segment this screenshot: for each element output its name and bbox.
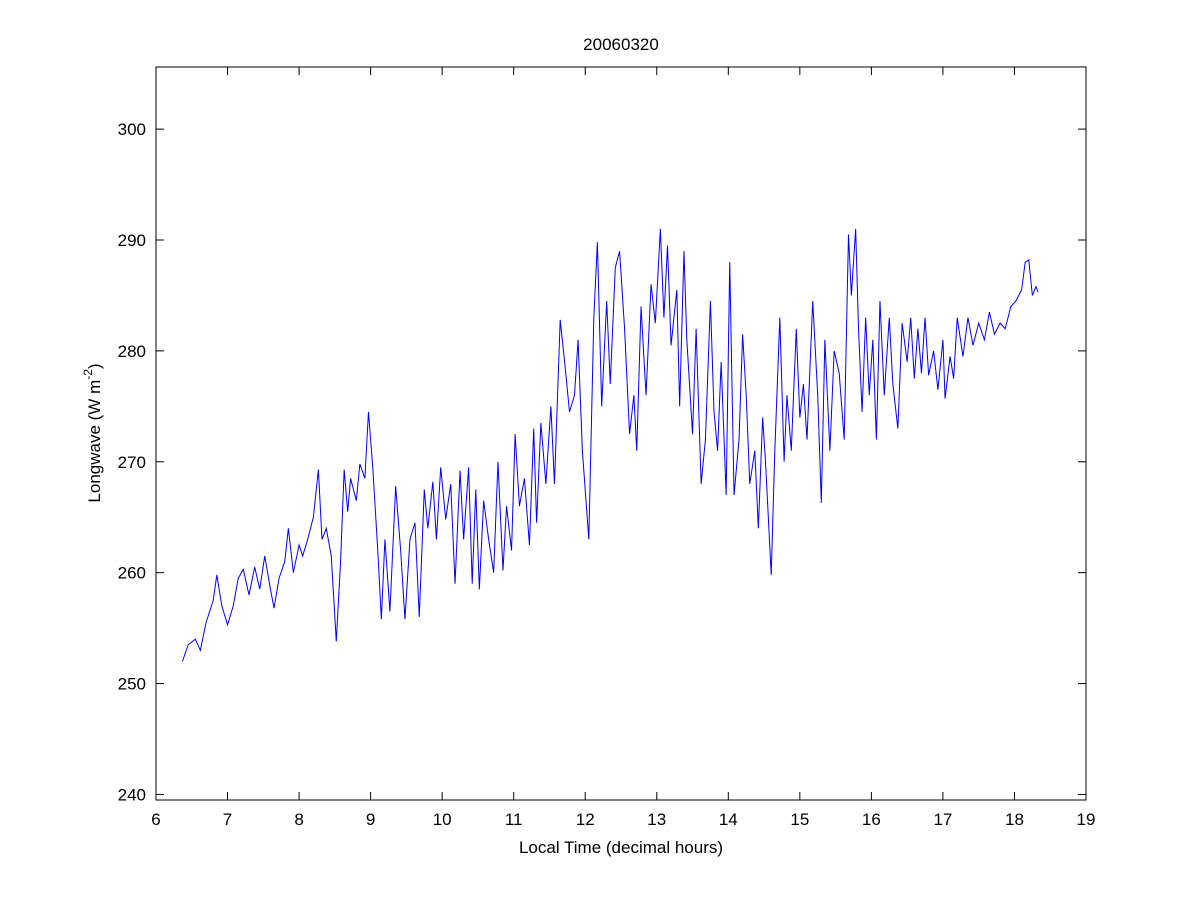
- x-tick-label: 18: [1005, 810, 1024, 829]
- x-axis-label: Local Time (decimal hours): [519, 838, 723, 857]
- x-tick-label: 16: [862, 810, 881, 829]
- data-line: [181, 228, 1039, 662]
- y-tick-label: 240: [118, 785, 146, 804]
- chart-title: 20060320: [583, 35, 659, 54]
- x-tick-label: 17: [933, 810, 952, 829]
- y-tick-label: 250: [118, 675, 146, 694]
- y-axis-label: Longwave (W m-2): [81, 363, 104, 502]
- y-axis-label-end: ): [85, 363, 104, 369]
- plot-area: [155, 66, 1087, 801]
- y-tick-label: 270: [118, 453, 146, 472]
- y-tick-label: 280: [118, 342, 146, 361]
- x-tick-label: 7: [223, 810, 232, 829]
- y-tick-label: 290: [118, 231, 146, 250]
- x-tick-label: 15: [790, 810, 809, 829]
- y-tick-label: 300: [118, 120, 146, 139]
- x-tick-label: 13: [647, 810, 666, 829]
- y-axis-label-main: Longwave (W m: [85, 380, 104, 503]
- y-axis-label-sup: -2: [81, 369, 95, 380]
- x-tick-label: 9: [366, 810, 375, 829]
- x-tick-label: 6: [151, 810, 160, 829]
- x-tick-label: 19: [1077, 810, 1096, 829]
- x-tick-label: 14: [719, 810, 738, 829]
- y-tick-label: 260: [118, 564, 146, 583]
- x-tick-label: 8: [294, 810, 303, 829]
- x-tick-label: 11: [505, 810, 523, 829]
- x-tick-label: 12: [576, 810, 595, 829]
- x-tick-label: 10: [433, 810, 452, 829]
